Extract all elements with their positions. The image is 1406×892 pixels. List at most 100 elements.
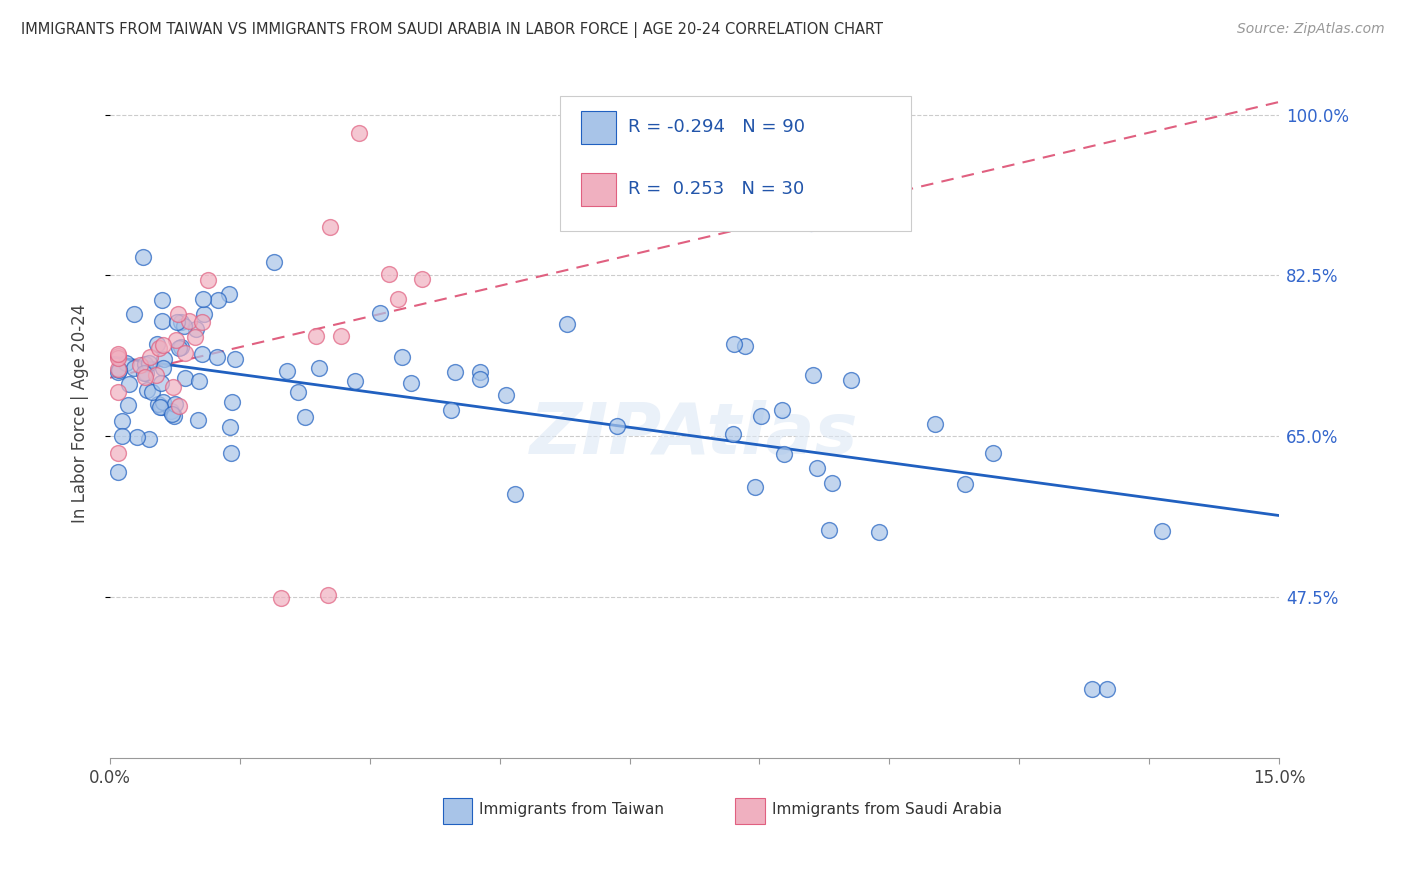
Point [153, 351, 176, 366]
Point [444, 366, 467, 380]
Point [135, 383, 157, 397]
Point [723, 336, 745, 351]
Point [167, 341, 190, 355]
Point [170, 315, 193, 329]
Point [167, 399, 190, 413]
Point [801, 368, 824, 383]
Bar [443, 797, 472, 823]
Point [166, 307, 188, 321]
Point [150, 401, 173, 415]
Point [734, 339, 756, 353]
Point [184, 330, 207, 344]
Point [468, 372, 491, 386]
Point [495, 388, 517, 402]
Point [132, 366, 155, 380]
Point [207, 293, 229, 307]
Point [377, 267, 399, 281]
Point [468, 365, 491, 379]
Point [981, 446, 1004, 460]
Point [152, 337, 174, 351]
Point [114, 356, 136, 370]
Point [557, 317, 579, 331]
Point [349, 126, 371, 140]
Point [152, 394, 174, 409]
Point [138, 432, 160, 446]
Point [107, 465, 129, 479]
Point [145, 337, 167, 351]
Point [122, 361, 145, 376]
Point [308, 361, 330, 376]
Bar [581, 173, 616, 206]
Point [806, 460, 828, 475]
Text: R = -0.294   N = 90: R = -0.294 N = 90 [628, 118, 804, 136]
Point [107, 347, 129, 361]
Point [329, 329, 352, 343]
Point [953, 477, 976, 491]
Point [148, 341, 170, 355]
Point [344, 374, 367, 388]
Point [111, 428, 134, 442]
Point [190, 315, 212, 329]
Point [141, 384, 163, 399]
Point [110, 414, 132, 428]
Point [107, 385, 129, 400]
Point [187, 413, 209, 427]
Point [1097, 682, 1119, 697]
Point [205, 350, 228, 364]
Point [118, 377, 141, 392]
Point [160, 407, 183, 421]
Point [391, 350, 413, 364]
Point [107, 446, 129, 460]
Point [749, 409, 772, 423]
Point [294, 410, 316, 425]
Point [107, 365, 129, 379]
Point [163, 409, 186, 424]
Point [170, 340, 193, 354]
Point [190, 347, 212, 361]
Point [138, 356, 160, 370]
Point [503, 487, 526, 501]
Point [149, 376, 172, 391]
Point [107, 351, 129, 366]
Point [107, 349, 129, 363]
Point [305, 328, 328, 343]
Point [174, 371, 197, 385]
Point [218, 287, 240, 301]
Point [124, 308, 146, 322]
Point [177, 313, 200, 327]
Point [146, 397, 169, 411]
Text: Source: ZipAtlas.com: Source: ZipAtlas.com [1237, 22, 1385, 37]
Point [224, 352, 246, 367]
Point [134, 357, 156, 371]
Point [145, 368, 167, 383]
Point [868, 524, 890, 539]
Text: ZIPAtlas: ZIPAtlas [530, 400, 859, 468]
Point [173, 319, 195, 334]
Point [770, 403, 793, 417]
Point [117, 398, 139, 412]
Point [818, 524, 841, 538]
Point [125, 430, 148, 444]
Point [149, 401, 172, 415]
Point [135, 366, 157, 380]
Point [399, 376, 422, 391]
Bar [581, 112, 616, 145]
Text: R =  0.253   N = 30: R = 0.253 N = 30 [628, 180, 804, 198]
Point [606, 419, 628, 434]
Point [263, 255, 285, 269]
Point [276, 364, 298, 378]
Point [166, 314, 188, 328]
Point [150, 313, 173, 327]
Point [368, 305, 391, 319]
Point [744, 480, 766, 494]
Y-axis label: In Labor Force | Age 20-24: In Labor Force | Age 20-24 [72, 304, 89, 523]
Point [219, 445, 242, 459]
Point [165, 334, 187, 348]
Point [316, 588, 339, 602]
Text: Immigrants from Taiwan: Immigrants from Taiwan [479, 803, 665, 817]
Point [319, 219, 342, 234]
Point [772, 447, 794, 461]
Point [134, 370, 156, 384]
Text: IMMIGRANTS FROM TAIWAN VS IMMIGRANTS FROM SAUDI ARABIA IN LABOR FORCE | AGE 20-2: IMMIGRANTS FROM TAIWAN VS IMMIGRANTS FRO… [21, 22, 883, 38]
Point [721, 426, 744, 441]
